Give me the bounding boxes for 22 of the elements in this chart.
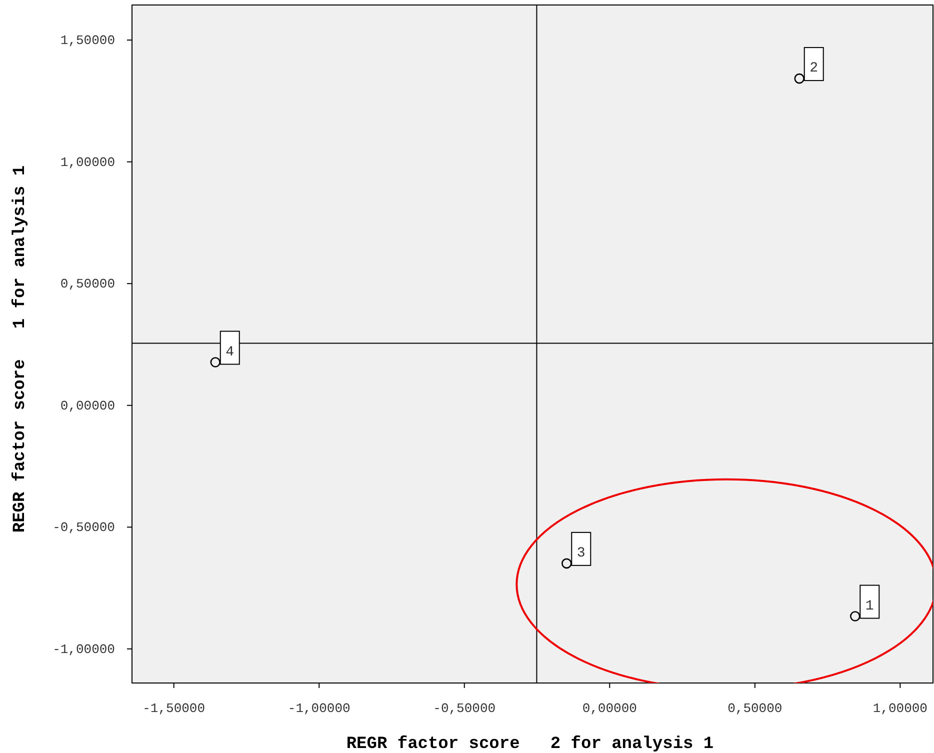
point xyxy=(561,558,572,569)
x-tick-label: -1,50000 xyxy=(142,701,206,716)
point xyxy=(850,611,860,622)
x-axis-title: REGR factor score 2 for analysis 1 xyxy=(346,735,714,753)
point xyxy=(210,357,221,368)
x-tick-label: -0,50000 xyxy=(433,701,496,716)
x-tick-label: -1,00000 xyxy=(288,701,350,716)
y-tick-label: 0,50000 xyxy=(60,276,115,292)
point xyxy=(794,73,805,84)
y-axis-title: REGR factor score 1 for analysis 1 xyxy=(11,165,30,533)
y-tick-label: 0,00000 xyxy=(60,398,115,414)
annotation: 4 xyxy=(226,344,234,360)
y-tick-label: 1,50000 xyxy=(60,33,115,48)
y-tick-label: -1,00000 xyxy=(52,642,115,657)
annotation: 1 xyxy=(865,598,874,614)
y-tick-label: 1,00000 xyxy=(60,154,115,170)
x-tick-label: 0,00000 xyxy=(582,701,637,716)
annotation: 2 xyxy=(810,60,818,77)
x-tick-label: 1,00000 xyxy=(872,701,928,716)
annotation: 3 xyxy=(576,545,586,562)
x-tick-label: 0,50000 xyxy=(728,701,782,716)
y-tick-label: -0,50000 xyxy=(52,520,115,536)
